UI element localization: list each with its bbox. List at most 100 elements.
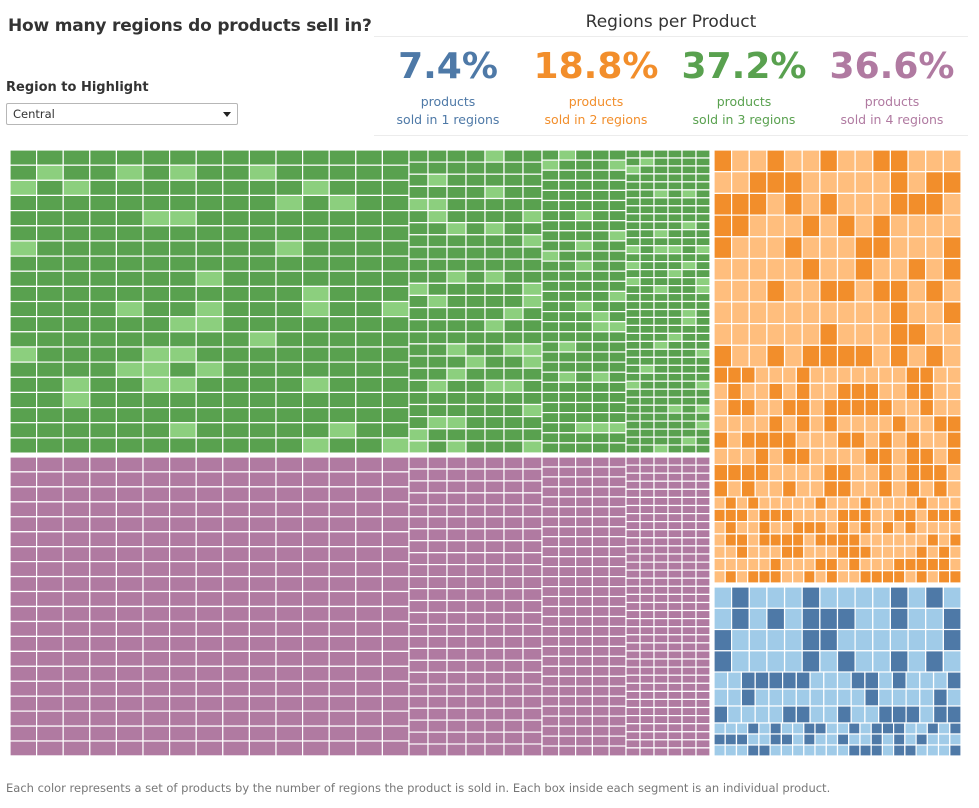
product-box[interactable]	[465, 731, 486, 745]
product-box[interactable]	[541, 381, 560, 393]
product-box[interactable]	[558, 159, 577, 171]
product-box[interactable]	[591, 169, 610, 181]
product-box[interactable]	[381, 531, 410, 548]
product-box[interactable]	[446, 367, 467, 381]
product-box[interactable]	[9, 194, 38, 212]
product-box[interactable]	[222, 225, 251, 242]
product-box[interactable]	[781, 366, 797, 384]
product-box[interactable]	[608, 371, 627, 383]
product-box[interactable]	[781, 480, 797, 498]
product-box[interactable]	[639, 229, 655, 239]
product-box[interactable]	[625, 340, 641, 350]
product-box[interactable]	[503, 210, 524, 224]
product-box[interactable]	[608, 341, 627, 353]
product-box[interactable]	[115, 407, 144, 424]
product-box[interactable]	[681, 157, 697, 167]
product-box[interactable]	[275, 486, 304, 503]
product-box[interactable]	[558, 361, 577, 373]
product-box[interactable]	[222, 346, 251, 363]
product-box[interactable]	[522, 635, 543, 650]
product-box[interactable]	[503, 468, 524, 482]
product-box[interactable]	[115, 210, 144, 227]
product-box[interactable]	[608, 665, 627, 677]
product-box[interactable]	[740, 382, 756, 401]
product-box[interactable]	[667, 585, 683, 595]
product-box[interactable]	[695, 428, 711, 438]
product-box[interactable]	[915, 545, 928, 559]
product-box[interactable]	[541, 585, 560, 598]
product-box[interactable]	[541, 422, 560, 434]
product-box[interactable]	[465, 707, 486, 721]
product-box[interactable]	[747, 496, 760, 510]
product-box[interactable]	[248, 194, 277, 212]
product-box[interactable]	[639, 412, 655, 422]
product-box[interactable]	[864, 447, 880, 466]
product-box[interactable]	[854, 171, 874, 194]
product-box[interactable]	[115, 149, 144, 166]
product-box[interactable]	[195, 725, 224, 742]
product-box[interactable]	[484, 197, 505, 212]
product-box[interactable]	[541, 725, 560, 737]
product-box[interactable]	[355, 680, 383, 697]
product-box[interactable]	[465, 671, 486, 685]
product-box[interactable]	[848, 733, 861, 746]
product-box[interactable]	[558, 199, 577, 212]
product-box[interactable]	[89, 590, 118, 607]
product-box[interactable]	[328, 575, 357, 593]
product-box[interactable]	[574, 412, 593, 424]
product-box[interactable]	[62, 346, 91, 363]
product-box[interactable]	[522, 647, 543, 662]
product-box[interactable]	[62, 560, 91, 578]
product-box[interactable]	[836, 192, 856, 216]
product-box[interactable]	[503, 403, 524, 418]
product-box[interactable]	[503, 552, 524, 566]
product-box[interactable]	[872, 236, 891, 260]
product-box[interactable]	[446, 623, 467, 638]
product-box[interactable]	[408, 246, 429, 260]
product-box[interactable]	[275, 255, 304, 272]
product-box[interactable]	[766, 279, 786, 303]
product-box[interactable]	[574, 341, 593, 353]
product-box[interactable]	[823, 705, 839, 724]
product-box[interactable]	[653, 553, 669, 563]
product-box[interactable]	[574, 361, 593, 373]
product-box[interactable]	[872, 586, 891, 609]
product-box[interactable]	[625, 496, 641, 507]
product-box[interactable]	[503, 671, 524, 685]
product-box[interactable]	[625, 698, 641, 709]
product-box[interactable]	[667, 488, 683, 498]
product-box[interactable]	[446, 647, 467, 662]
product-box[interactable]	[639, 723, 655, 733]
product-box[interactable]	[115, 650, 144, 667]
product-box[interactable]	[891, 382, 907, 401]
product-box[interactable]	[541, 635, 560, 648]
product-box[interactable]	[653, 472, 669, 482]
product-box[interactable]	[836, 149, 856, 173]
product-box[interactable]	[854, 628, 874, 652]
product-box[interactable]	[625, 181, 641, 191]
product-box[interactable]	[872, 301, 891, 325]
product-box[interactable]	[919, 688, 935, 707]
product-box[interactable]	[724, 520, 738, 535]
product-box[interactable]	[653, 189, 669, 199]
product-box[interactable]	[713, 545, 726, 559]
product-box[interactable]	[328, 650, 357, 667]
product-box[interactable]	[823, 688, 839, 707]
product-box[interactable]	[872, 628, 891, 652]
product-box[interactable]	[695, 747, 711, 757]
product-box[interactable]	[35, 164, 64, 181]
product-box[interactable]	[608, 565, 627, 578]
product-box[interactable]	[667, 308, 683, 319]
product-box[interactable]	[625, 404, 641, 414]
product-box[interactable]	[681, 512, 697, 523]
product-box[interactable]	[195, 635, 224, 652]
product-box[interactable]	[932, 463, 948, 482]
product-box[interactable]	[222, 546, 251, 563]
product-box[interactable]	[639, 666, 655, 676]
product-box[interactable]	[740, 447, 756, 466]
product-box[interactable]	[681, 585, 697, 595]
product-box[interactable]	[302, 225, 330, 242]
product-box[interactable]	[169, 285, 197, 303]
product-box[interactable]	[608, 695, 627, 707]
product-box[interactable]	[667, 593, 683, 604]
